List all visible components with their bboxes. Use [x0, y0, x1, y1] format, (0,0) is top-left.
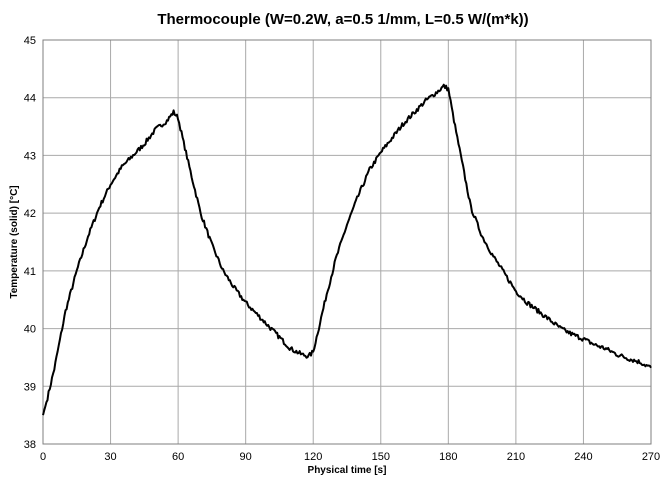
x-tick-label: 0: [40, 451, 46, 463]
chart-title: Thermocouple (W=0.2W, a=0.5 1/mm, L=0.5 …: [157, 11, 528, 28]
series-layer: [42, 83, 652, 416]
y-tick-label: 45: [24, 35, 36, 47]
tick-labels: 0 30 60 90 120 150 180 210 240 270 38 39 40 41 42 43 44 4…: [24, 35, 660, 463]
y-axis-label: Temperature (solid) [°C]: [9, 185, 20, 298]
x-tick-label: 60: [172, 451, 184, 463]
x-tick-label: 90: [240, 451, 252, 463]
y-tick-label: 40: [24, 324, 36, 336]
x-axis-label: Physical time [s]: [308, 465, 387, 476]
x-tick-label: 210: [507, 451, 525, 463]
x-tick-label: 30: [104, 451, 116, 463]
x-tick-label: 120: [304, 451, 322, 463]
x-tick-label: 240: [574, 451, 592, 463]
x-tick-label: 180: [439, 451, 457, 463]
x-tick-label: 150: [372, 451, 390, 463]
y-tick-label: 42: [24, 208, 36, 220]
y-tick-label: 43: [24, 150, 36, 162]
y-tick-label: 41: [24, 266, 36, 278]
y-tick-label: 39: [24, 381, 36, 393]
y-tick-label: 38: [24, 439, 36, 451]
y-tick-label: 44: [24, 93, 36, 105]
grid: [42, 39, 652, 445]
plot-frame: [42, 39, 652, 445]
x-tick-label: 270: [642, 451, 660, 463]
series-line: [42, 83, 652, 416]
